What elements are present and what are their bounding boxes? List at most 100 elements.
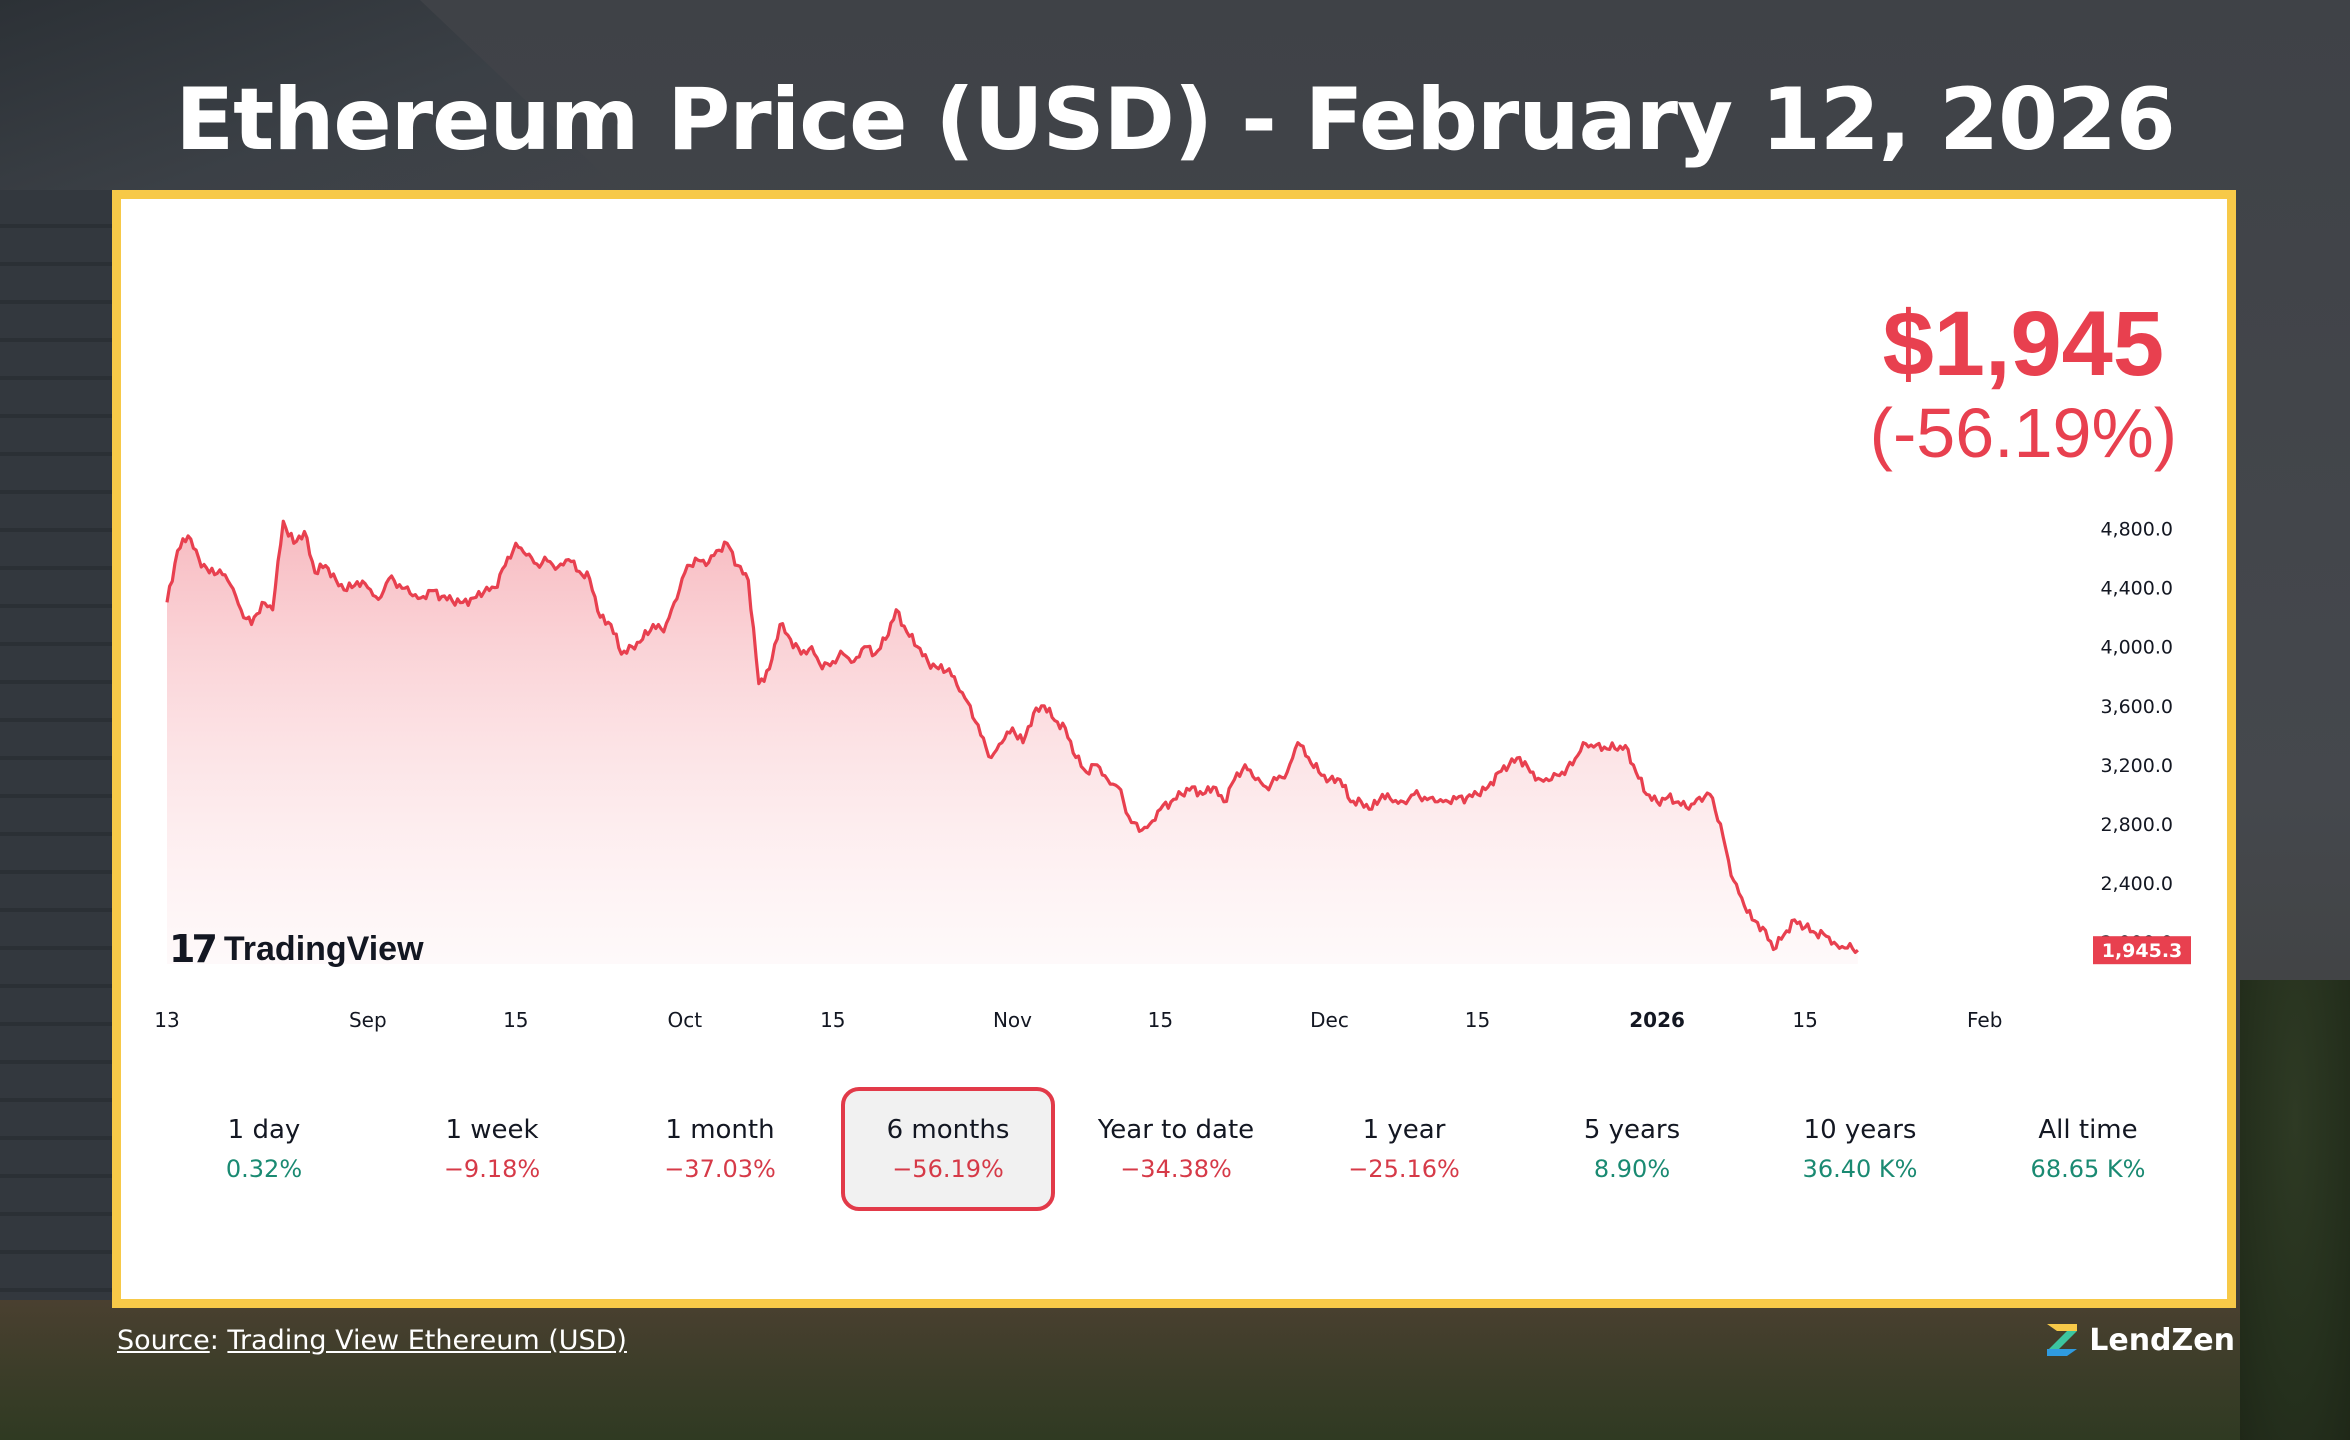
data-point[interactable] bbox=[492, 585, 498, 591]
data-point[interactable] bbox=[1739, 895, 1745, 901]
data-point[interactable] bbox=[1115, 784, 1121, 790]
data-point[interactable] bbox=[1062, 725, 1068, 731]
period-10-years[interactable]: 10 years 36.40 K% bbox=[1753, 1087, 1967, 1211]
data-point[interactable] bbox=[999, 740, 1005, 746]
data-point[interactable] bbox=[523, 552, 529, 558]
data-point[interactable] bbox=[914, 644, 920, 650]
data-point[interactable] bbox=[967, 703, 973, 709]
data-point[interactable] bbox=[1834, 942, 1840, 948]
data-point[interactable] bbox=[946, 666, 952, 672]
data-point[interactable] bbox=[1527, 769, 1533, 775]
data-point[interactable] bbox=[280, 518, 286, 524]
data-point[interactable] bbox=[1094, 762, 1100, 768]
data-point[interactable] bbox=[576, 568, 582, 574]
data-point[interactable] bbox=[840, 651, 846, 657]
data-point[interactable] bbox=[692, 555, 698, 561]
data-point[interactable] bbox=[1443, 797, 1449, 803]
data-point[interactable] bbox=[904, 629, 910, 635]
data-point[interactable] bbox=[682, 570, 688, 576]
data-point[interactable] bbox=[597, 614, 603, 620]
data-point[interactable] bbox=[217, 567, 223, 573]
period-5-years[interactable]: 5 years 8.90% bbox=[1525, 1087, 1739, 1211]
data-point[interactable] bbox=[587, 576, 593, 582]
data-point[interactable] bbox=[481, 589, 487, 595]
data-point[interactable] bbox=[608, 622, 614, 628]
data-point[interactable] bbox=[1633, 769, 1639, 775]
data-point[interactable] bbox=[1675, 799, 1681, 805]
data-point[interactable] bbox=[354, 579, 360, 585]
data-point[interactable] bbox=[291, 540, 297, 546]
data-point[interactable] bbox=[1337, 777, 1343, 783]
data-point[interactable] bbox=[1147, 821, 1153, 827]
data-point[interactable] bbox=[1401, 799, 1407, 805]
data-point[interactable] bbox=[249, 622, 255, 628]
data-point[interactable] bbox=[1274, 777, 1280, 783]
data-point[interactable] bbox=[449, 598, 455, 604]
data-point[interactable] bbox=[1559, 769, 1565, 775]
data-point[interactable] bbox=[164, 599, 170, 605]
data-point[interactable] bbox=[428, 588, 434, 594]
data-point[interactable] bbox=[724, 540, 730, 546]
period-1-year[interactable]: 1 year −25.16% bbox=[1297, 1087, 1511, 1211]
data-point[interactable] bbox=[1284, 769, 1290, 775]
data-point[interactable] bbox=[1411, 791, 1417, 797]
data-point[interactable] bbox=[471, 595, 477, 601]
data-point[interactable] bbox=[1126, 814, 1132, 820]
data-point[interactable] bbox=[566, 557, 572, 563]
data-point[interactable] bbox=[513, 540, 519, 546]
data-point[interactable] bbox=[386, 576, 392, 582]
data-point[interactable] bbox=[798, 651, 804, 657]
data-point[interactable] bbox=[1728, 873, 1734, 879]
data-point[interactable] bbox=[1517, 755, 1523, 761]
data-point[interactable] bbox=[1263, 784, 1269, 790]
data-point[interactable] bbox=[1136, 828, 1142, 834]
data-point[interactable] bbox=[534, 561, 540, 567]
data-point[interactable] bbox=[227, 582, 233, 588]
data-point[interactable] bbox=[618, 651, 624, 657]
data-point[interactable] bbox=[893, 607, 899, 613]
data-point[interactable] bbox=[185, 533, 191, 539]
period-all-time[interactable]: All time 68.65 K% bbox=[1981, 1087, 2195, 1211]
data-point[interactable] bbox=[1221, 799, 1227, 805]
period-1-month[interactable]: 1 month −37.03% bbox=[613, 1087, 827, 1211]
data-point[interactable] bbox=[1760, 924, 1766, 930]
data-point[interactable] bbox=[1601, 744, 1607, 750]
data-point[interactable] bbox=[1379, 791, 1385, 797]
data-point[interactable] bbox=[555, 564, 561, 570]
data-point[interactable] bbox=[1686, 806, 1692, 812]
data-point[interactable] bbox=[1644, 791, 1650, 797]
data-point[interactable] bbox=[766, 666, 772, 672]
data-point[interactable] bbox=[1157, 806, 1163, 812]
data-point[interactable] bbox=[1792, 917, 1798, 923]
data-point[interactable] bbox=[397, 582, 403, 588]
data-point[interactable] bbox=[1781, 932, 1787, 938]
data-point[interactable] bbox=[883, 636, 889, 642]
price-line[interactable] bbox=[165, 519, 1859, 955]
data-point[interactable] bbox=[1485, 784, 1491, 790]
data-point[interactable] bbox=[1105, 777, 1111, 783]
data-point[interactable] bbox=[270, 607, 276, 613]
data-point[interactable] bbox=[1802, 924, 1808, 930]
data-point[interactable] bbox=[1432, 799, 1438, 805]
data-point[interactable] bbox=[1580, 740, 1586, 746]
period-year-to-date[interactable]: Year to date −34.38% bbox=[1069, 1087, 1283, 1211]
data-point[interactable] bbox=[1855, 947, 1861, 953]
data-point[interactable] bbox=[1295, 740, 1301, 746]
data-point[interactable] bbox=[735, 563, 741, 569]
data-point[interactable] bbox=[365, 585, 371, 591]
data-point[interactable] bbox=[1179, 791, 1185, 797]
data-point[interactable] bbox=[460, 599, 466, 605]
data-point[interactable] bbox=[259, 599, 265, 605]
data-point[interactable] bbox=[545, 558, 551, 564]
data-point[interactable] bbox=[1770, 947, 1776, 953]
data-point[interactable] bbox=[1327, 777, 1333, 783]
data-point[interactable] bbox=[323, 563, 329, 569]
data-point[interactable] bbox=[1548, 777, 1554, 783]
data-point[interactable] bbox=[1749, 917, 1755, 923]
data-point[interactable] bbox=[1496, 769, 1502, 775]
price-chart[interactable]: 4,800.0 4,400.0 4,000.0 3,600.0 3,200.0 2,800… bbox=[121, 199, 2227, 1059]
data-point[interactable] bbox=[344, 588, 350, 594]
data-point[interactable] bbox=[936, 666, 942, 672]
data-point[interactable] bbox=[1242, 762, 1248, 768]
period-1-day[interactable]: 1 day 0.32% bbox=[157, 1087, 371, 1211]
